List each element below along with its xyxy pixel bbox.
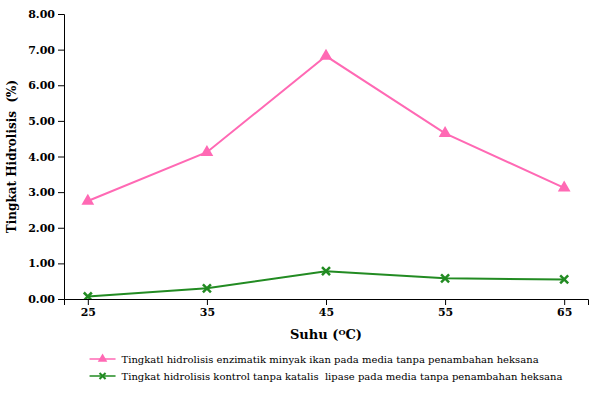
series-marker <box>320 49 333 60</box>
x-tick-mark <box>326 299 327 305</box>
x-tick: 55 <box>438 299 453 319</box>
x-tick-mark <box>564 299 565 305</box>
y-tick-label: 4.00 <box>28 151 55 164</box>
series-marker <box>322 267 330 275</box>
y-tick-mark <box>58 157 64 158</box>
y-tick-label: 7.00 <box>28 44 55 57</box>
series-marker <box>560 275 568 283</box>
chart: 25 35 45 55 65 0.00 1.00 2.00 3.00 4.00 5.00 6.00 7.… <box>0 0 610 399</box>
y-tick-mark <box>58 121 64 122</box>
y-tick: 7.00 <box>28 44 64 57</box>
y-tick: 6.00 <box>28 79 64 92</box>
y-tick-label: 1.00 <box>28 257 55 270</box>
y-axis: 0.00 1.00 2.00 3.00 4.00 5.00 6.00 7.00 8.00 <box>28 8 64 306</box>
y-tick-mark <box>58 85 64 86</box>
plot: 25 35 45 55 65 0.00 1.00 2.00 3.00 4.00 5.00 6.00 7.… <box>5 8 589 342</box>
y-tick: 2.00 <box>28 222 64 235</box>
x-tick-label: 45 <box>319 306 334 319</box>
x-tick: 45 <box>319 299 334 319</box>
y-tick: 8.00 <box>28 8 64 21</box>
series-line <box>88 56 564 201</box>
y-tick-label: 5.00 <box>28 115 55 128</box>
series-layer <box>81 49 570 299</box>
y-tick-mark <box>58 299 64 300</box>
y-axis-title: Tingkat Hidrolisis (%) <box>5 80 19 233</box>
x-tick-label: 65 <box>557 306 572 319</box>
y-tick: 5.00 <box>28 115 64 128</box>
x-tick-label: 35 <box>200 306 215 319</box>
x-tick-mark <box>207 299 208 305</box>
x-tick: 25 <box>81 299 96 319</box>
y-tick-mark <box>58 50 64 51</box>
legend-entry: Tingkat hidrolisis kontrol tanpa katalis… <box>90 371 563 382</box>
y-tick-label: 0.00 <box>28 293 55 306</box>
legend-marker <box>100 373 106 379</box>
x-axis-title: Suhu (ᴼC) <box>290 327 362 342</box>
x-tick-label: 25 <box>81 306 96 319</box>
x-tick-mark <box>445 299 446 305</box>
y-tick-mark <box>58 228 64 229</box>
series-line <box>88 271 564 296</box>
series-marker <box>84 293 92 299</box>
series-marker <box>441 274 449 282</box>
legend-label: Tingkat hidrolisis kontrol tanpa katalis… <box>122 371 563 382</box>
y-tick-label: 8.00 <box>28 8 55 21</box>
legend-entry: Tingkatl hidrolisis enzimatik minyak ika… <box>90 353 539 364</box>
series-marker <box>201 145 214 156</box>
y-tick-label: 2.00 <box>28 222 55 235</box>
x-tick: 65 <box>557 299 572 319</box>
legend: Tingkatl hidrolisis enzimatik minyak ika… <box>90 353 563 381</box>
series-marker <box>203 284 211 292</box>
y-tick-mark <box>58 14 64 15</box>
y-tick-label: 6.00 <box>28 79 55 92</box>
y-tick: 3.00 <box>28 186 64 199</box>
y-tick-mark <box>58 192 64 193</box>
x-axis-line <box>65 300 589 306</box>
y-tick-label: 3.00 <box>28 186 55 199</box>
y-tick: 0.00 <box>28 293 64 306</box>
legend-marker <box>98 353 108 361</box>
y-tick: 4.00 <box>28 151 64 164</box>
x-tick: 35 <box>200 299 215 319</box>
y-axis-line <box>58 15 65 300</box>
series-marker <box>81 194 94 205</box>
x-tick-label: 55 <box>438 306 453 319</box>
legend-label: Tingkatl hidrolisis enzimatik minyak ika… <box>122 354 539 365</box>
series-marker <box>558 181 571 192</box>
x-axis: 25 35 45 55 65 <box>65 299 589 319</box>
series-marker <box>439 126 452 137</box>
y-tick-mark <box>58 263 64 264</box>
y-tick: 1.00 <box>28 257 64 270</box>
x-tick-mark <box>88 299 89 305</box>
